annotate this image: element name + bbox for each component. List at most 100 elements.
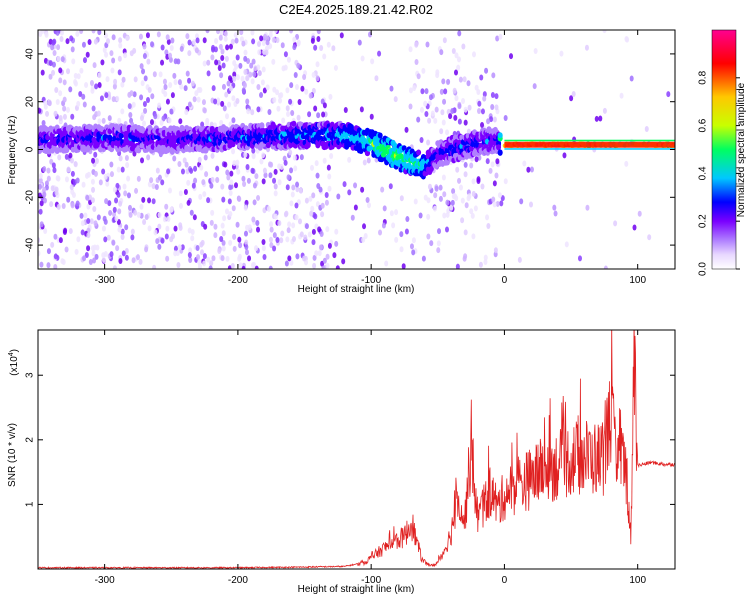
noise-blob <box>180 168 185 175</box>
noise-blob <box>166 215 171 222</box>
noise-blob <box>69 184 74 191</box>
noise-blob <box>118 155 123 162</box>
colorbar-tick-label: 0.0 <box>698 262 709 276</box>
noise-blob <box>124 247 129 254</box>
noise-blob <box>118 42 123 49</box>
ridge-blob <box>291 120 297 127</box>
y-tick-label: 3 <box>25 372 36 378</box>
noise-blob <box>143 107 148 114</box>
y-tick-label: 2 <box>25 437 36 443</box>
noise-blob <box>196 96 201 103</box>
noise-blob <box>350 214 355 221</box>
noise-blob <box>272 177 277 184</box>
noise-blob <box>45 110 50 117</box>
ridge-blob <box>497 149 503 156</box>
noise-blob <box>426 139 431 146</box>
y-tick-label: 0 <box>25 146 36 152</box>
noise-blob <box>221 83 226 90</box>
noise-blob <box>228 210 233 217</box>
noise-blob <box>394 236 399 243</box>
noise-blob <box>116 166 121 173</box>
noise-blob <box>53 263 58 269</box>
noise-blob <box>138 258 143 265</box>
noise-blob <box>183 188 188 195</box>
noise-blob <box>327 173 332 180</box>
noise-blob <box>121 250 126 257</box>
noise-blob <box>241 40 246 47</box>
noise-blob <box>76 100 81 107</box>
snr-y-axis: 1 2 3 <box>25 372 675 507</box>
noise-blob <box>289 30 294 34</box>
noise-blob <box>253 65 258 72</box>
noise-blob <box>213 232 218 239</box>
noise-blob <box>227 198 232 205</box>
noise-blob <box>205 117 210 124</box>
noise-blob <box>342 181 347 188</box>
noise-blob <box>139 203 144 210</box>
noise-blob <box>114 215 119 222</box>
noise-blob <box>164 49 169 56</box>
noise-blob <box>257 49 262 56</box>
noise-blob <box>198 193 203 200</box>
noise-blob <box>268 31 273 38</box>
noise-blob <box>95 244 100 251</box>
noise-blob <box>221 239 226 246</box>
noise-blob <box>426 213 431 220</box>
noise-blob <box>62 105 67 112</box>
noise-blob <box>458 184 463 191</box>
noise-blob <box>204 171 209 178</box>
noise-blob <box>232 75 237 82</box>
noise-blob <box>469 208 474 215</box>
noise-blob <box>444 226 449 233</box>
noise-blob <box>480 183 485 190</box>
noise-blob <box>302 255 307 262</box>
noise-blob <box>450 199 455 206</box>
colorbar-ticks: 0.0 0.2 0.4 0.6 0.8 <box>698 70 740 276</box>
noise-blob <box>250 78 255 85</box>
noise-blob <box>483 259 488 266</box>
noise-blob <box>160 237 165 244</box>
noise-blob <box>46 167 51 174</box>
noise-blob <box>261 178 266 185</box>
noise-blob <box>296 39 301 46</box>
noise-blob <box>208 265 213 269</box>
noise-blob <box>111 57 116 64</box>
noise-blob <box>235 54 240 61</box>
noise-blob <box>529 201 534 208</box>
noise-blob <box>291 184 296 191</box>
noise-blob <box>552 204 557 211</box>
noise-blob <box>55 98 60 105</box>
noise-blob <box>130 234 135 241</box>
noise-blob <box>57 154 62 161</box>
noise-blob <box>308 92 313 99</box>
noise-blob <box>38 107 42 114</box>
noise-blob <box>498 33 503 40</box>
noise-blob <box>39 261 44 268</box>
noise-blob <box>185 33 190 40</box>
noise-blob <box>244 239 249 246</box>
noise-blob <box>312 262 317 269</box>
noise-blob <box>247 255 252 262</box>
noise-blob <box>164 203 169 210</box>
noise-blob <box>295 181 300 188</box>
noise-blob <box>313 44 318 51</box>
noise-blob <box>219 72 224 79</box>
noise-blob <box>243 55 248 62</box>
noise-blob <box>235 74 240 81</box>
noise-blob <box>80 229 85 236</box>
noise-blob <box>89 79 94 86</box>
noise-blob <box>241 265 246 269</box>
noise-blob <box>249 62 254 69</box>
noise-blob <box>367 202 372 209</box>
noise-blob <box>327 185 332 192</box>
noise-blob <box>175 250 180 257</box>
noise-blob <box>317 226 322 233</box>
noise-blob <box>257 40 262 47</box>
noise-blob <box>46 262 51 269</box>
noise-blob <box>219 235 224 242</box>
noise-blob <box>473 205 478 212</box>
noise-blob <box>439 128 444 135</box>
noise-blob <box>146 58 151 65</box>
noise-blob <box>143 75 148 82</box>
